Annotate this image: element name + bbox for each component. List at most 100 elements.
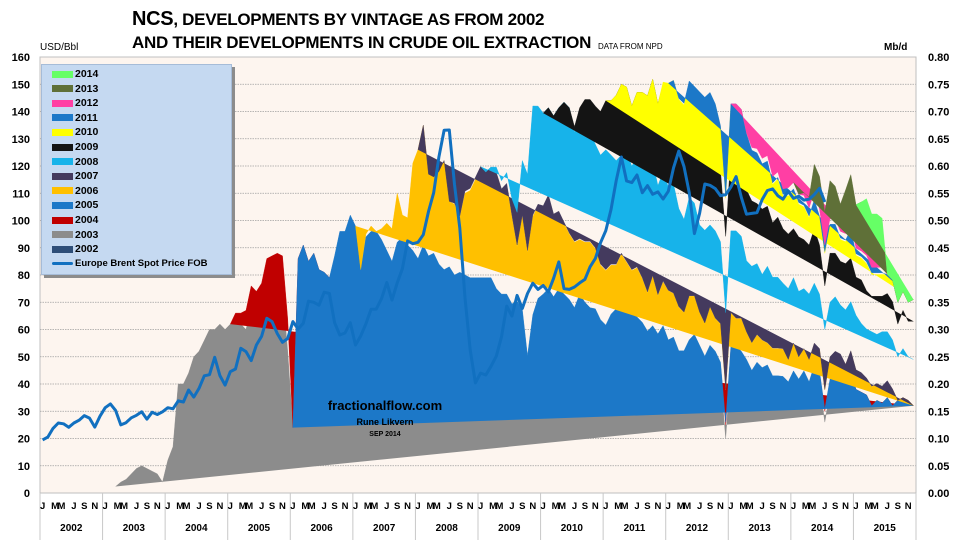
legend-swatch — [52, 245, 73, 253]
right-tick-label: 0.45 — [928, 243, 949, 255]
legend-swatch — [52, 216, 73, 224]
month-tick-label: M — [808, 501, 816, 512]
legend-label: 2008 — [75, 155, 99, 168]
month-tick-label: N — [592, 501, 599, 512]
month-tick-label: S — [832, 501, 838, 512]
month-tick-label: J — [322, 501, 327, 512]
legend-item: 2005 — [52, 198, 98, 212]
legend: 2014 2013 2012 2011 2010 2009 2008 2007 2006 2005… — [41, 64, 232, 275]
left-tick-label: 120 — [12, 161, 30, 173]
month-tick-label: J — [572, 501, 577, 512]
month-tick-label: S — [269, 501, 275, 512]
month-tick-label: M — [558, 501, 566, 512]
right-tick-label: 0.30 — [928, 325, 949, 337]
month-tick-label: J — [71, 501, 76, 512]
left-axis-label: USD/Bbl — [40, 42, 79, 53]
right-tick-label: 0.65 — [928, 134, 949, 146]
stacked-areas — [115, 78, 914, 487]
month-tick-label: M — [739, 501, 747, 512]
right-tick-label: 0.25 — [928, 352, 949, 364]
month-tick-label: S — [707, 501, 713, 512]
left-tick-label: 50 — [18, 352, 30, 364]
chart-title-line2: AND THEIR DEVELOPMENTS IN CRUDE OIL EXTR… — [132, 33, 592, 52]
month-tick-label: J — [666, 501, 671, 512]
area-vintage-2014 — [855, 198, 914, 303]
right-tick-label: 0.05 — [928, 461, 949, 473]
legend-label: 2002 — [75, 243, 99, 256]
month-tick-label: J — [40, 501, 45, 512]
legend-label: 2005 — [75, 199, 99, 212]
month-tick-label: M — [614, 501, 622, 512]
month-tick-label: J — [259, 501, 264, 512]
legend-item: 2011 — [52, 111, 98, 125]
month-tick-label: J — [415, 501, 420, 512]
month-tick-label: M — [239, 501, 247, 512]
month-tick-label: J — [447, 501, 452, 512]
legend-swatch — [52, 99, 73, 107]
legend-label: 2011 — [75, 111, 98, 124]
right-tick-label: 0.75 — [928, 79, 949, 91]
month-tick-label: J — [103, 501, 108, 512]
month-tick-label: N — [404, 501, 411, 512]
left-tick-label: 20 — [18, 434, 30, 446]
left-y-axis: 0 10 20 30 40 50 60 70 80 90 100 110 120 130 140 150 160 — [12, 52, 30, 500]
year-tick-label: 2005 — [248, 523, 271, 534]
month-tick-label: M — [433, 501, 441, 512]
year-tick-label: 2003 — [123, 523, 146, 534]
month-tick-label: S — [582, 501, 588, 512]
month-tick-label: J — [760, 501, 765, 512]
month-tick-label: S — [331, 501, 337, 512]
area-vintage-2011 — [668, 80, 914, 303]
month-tick-label: J — [478, 501, 483, 512]
left-tick-label: 30 — [18, 406, 30, 418]
area-vintage-2007 — [417, 125, 914, 406]
legend-item: 2004 — [52, 213, 98, 227]
month-tick-label: N — [780, 501, 787, 512]
legend-label: 2003 — [75, 228, 99, 241]
left-tick-label: 110 — [12, 188, 30, 200]
annotation-website: fractionalflow.com — [327, 398, 443, 413]
left-tick-label: 60 — [18, 325, 30, 337]
month-tick-label: J — [697, 501, 702, 512]
legend-item: 2002 — [52, 242, 98, 256]
month-tick-label: J — [853, 501, 858, 512]
right-tick-label: 0.00 — [928, 488, 949, 500]
left-tick-label: 80 — [18, 270, 30, 282]
month-tick-label: S — [644, 501, 650, 512]
legend-label: 2007 — [75, 170, 99, 183]
month-tick-label: M — [301, 501, 309, 512]
left-tick-label: 90 — [18, 243, 30, 255]
legend-item: 2008 — [52, 155, 98, 169]
year-tick-label: 2006 — [310, 523, 333, 534]
year-tick-label: 2015 — [874, 523, 897, 534]
month-tick-label: N — [717, 501, 724, 512]
title-prefix: NCS — [132, 8, 174, 30]
left-tick-label: 150 — [12, 79, 30, 91]
month-tick-label: N — [654, 501, 661, 512]
month-tick-label: M — [865, 501, 873, 512]
month-tick-label: J — [353, 501, 358, 512]
left-tick-label: 130 — [12, 134, 30, 146]
month-tick-label: J — [384, 501, 389, 512]
month-tick-label: M — [120, 501, 128, 512]
right-tick-label: 0.60 — [928, 161, 949, 173]
legend-swatch — [52, 85, 73, 93]
year-tick-label: 2010 — [561, 523, 584, 534]
month-tick-label: M — [496, 501, 504, 512]
month-tick-label: M — [683, 501, 691, 512]
legend-item: 2014 — [52, 67, 98, 81]
month-tick-label: N — [91, 501, 98, 512]
month-tick-label: M — [245, 501, 253, 512]
year-tick-label: 2004 — [185, 523, 208, 534]
month-tick-label: S — [206, 501, 212, 512]
month-tick-label: J — [791, 501, 796, 512]
month-tick-label: M — [489, 501, 497, 512]
right-tick-label: 0.70 — [928, 107, 949, 119]
legend-label: Europe Brent Spot Price FOB — [75, 258, 208, 270]
right-tick-label: 0.10 — [928, 434, 949, 446]
month-tick-label: M — [871, 501, 879, 512]
legend-swatch — [52, 262, 73, 266]
right-tick-label: 0.35 — [928, 297, 949, 309]
month-tick-label: J — [165, 501, 170, 512]
